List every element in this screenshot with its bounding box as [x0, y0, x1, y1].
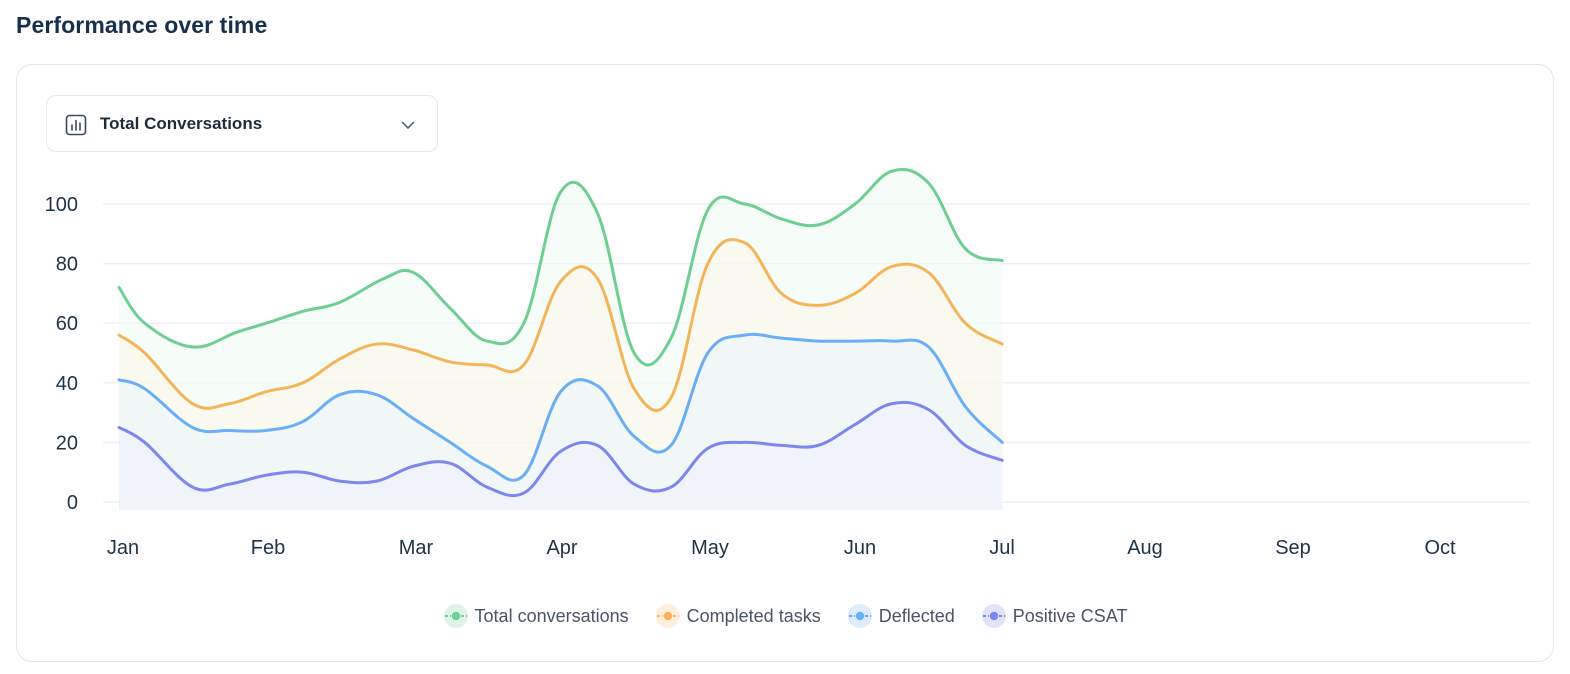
metric-dropdown[interactable]: Total Conversations — [46, 95, 438, 152]
dropdown-label: Total Conversations — [100, 114, 263, 133]
legend-label: Completed tasks — [686, 605, 821, 626]
x-tick-label: Jul — [989, 537, 1015, 559]
y-tick-label: 80 — [56, 254, 78, 276]
chevron-down-icon — [401, 121, 415, 129]
chart-lines — [117, 168, 1004, 498]
legend-label: Deflected — [878, 605, 955, 626]
page-title: Performance over time — [16, 12, 268, 38]
legend-marker-icon — [981, 604, 1006, 628]
x-tick-label: Sep — [1275, 537, 1311, 559]
y-axis-ticks: 0 20 40 60 80 100 — [45, 194, 78, 514]
x-axis-ticks: Jan Feb Mar Apr May Jun Jul Aug Sep Oct — [107, 537, 1456, 559]
legend-label: Positive CSAT — [1012, 605, 1128, 626]
x-tick-label: Jan — [107, 537, 139, 559]
x-tick-label: Feb — [251, 537, 285, 559]
x-tick-label: Apr — [546, 537, 577, 559]
series-line-deflected[interactable] — [117, 332, 1004, 482]
legend-item-deflected[interactable]: Deflected — [847, 603, 955, 629]
x-tick-label: Oct — [1424, 537, 1456, 559]
x-tick-label: May — [691, 537, 729, 559]
chart-areas — [119, 169, 1003, 510]
legend-item-total[interactable]: Total conversations — [443, 603, 629, 629]
y-tick-label: 40 — [56, 373, 78, 395]
y-tick-label: 60 — [56, 313, 78, 335]
series-line-csat[interactable] — [117, 400, 1004, 498]
legend-item-completed[interactable]: Completed tasks — [655, 603, 821, 629]
legend-label: Total conversations — [474, 605, 629, 626]
x-tick-label: Mar — [399, 537, 434, 559]
legend-marker-icon — [443, 604, 468, 628]
y-tick-label: 100 — [45, 194, 78, 216]
y-tick-label: 0 — [67, 492, 78, 514]
x-tick-label: Jun — [844, 537, 876, 559]
series-line-completed[interactable] — [117, 238, 1004, 412]
area-csat — [119, 402, 1003, 510]
legend-marker-icon — [655, 604, 680, 628]
area-chart: 0 20 40 60 80 100 Jan Feb Mar Apr May Jun Jul Aug Sep… — [45, 168, 1530, 559]
x-tick-label: Aug — [1127, 537, 1163, 559]
legend-marker-icon — [847, 604, 872, 628]
legend-item-csat[interactable]: Positive CSAT — [981, 603, 1128, 629]
bar-chart-icon — [65, 114, 87, 136]
series-line-total[interactable] — [117, 168, 1004, 367]
chart-legend: Total conversations Completed tasks Deflec… — [0, 603, 1570, 629]
y-tick-label: 20 — [56, 432, 78, 454]
